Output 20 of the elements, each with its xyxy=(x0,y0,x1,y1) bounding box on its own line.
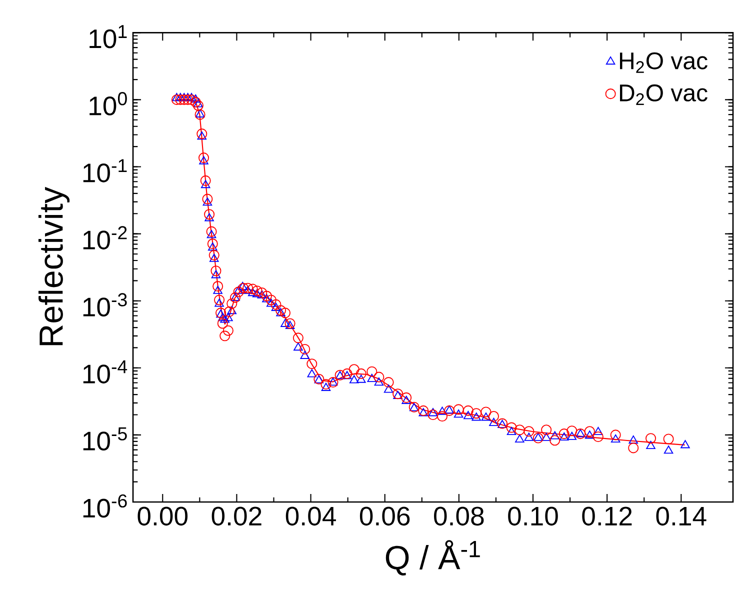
x-tick-label: 0.06 xyxy=(360,506,410,526)
y-tick-label: 10$^{-4}$ xyxy=(83,360,128,384)
x-tick-label: 0.04 xyxy=(286,506,336,526)
x-tick-label: 0.00 xyxy=(138,506,188,526)
y-axis-title: Reflectivity xyxy=(38,186,70,346)
y-tick-label: 10$^{-6}$ xyxy=(83,494,127,518)
y-tick-label: 10$^{-5}$ xyxy=(83,427,127,451)
x-tick-label: 0.02 xyxy=(212,506,262,526)
y-tick-label: 10$^{1}$ xyxy=(90,25,127,48)
legend-label: H$_{2}$O vac xyxy=(620,52,708,73)
x-tick-label: 0.12 xyxy=(582,506,632,526)
y-tick-label: 10$^{-2}$ xyxy=(83,226,127,250)
y-tick-label: 10$^{-3}$ xyxy=(83,293,127,317)
x-tick-label: 0.08 xyxy=(434,506,484,526)
y-tick-label: 10$^{0}$ xyxy=(90,92,127,116)
x-axis-title: Q / Å$^{-1}$ xyxy=(386,540,480,576)
legend-label: D$_{2}$O vac xyxy=(620,84,708,105)
x-tick-label: 0.10 xyxy=(508,506,558,526)
y-tick-label: 10$^{-1}$ xyxy=(83,159,127,182)
x-tick-label: 0.14 xyxy=(656,506,706,526)
